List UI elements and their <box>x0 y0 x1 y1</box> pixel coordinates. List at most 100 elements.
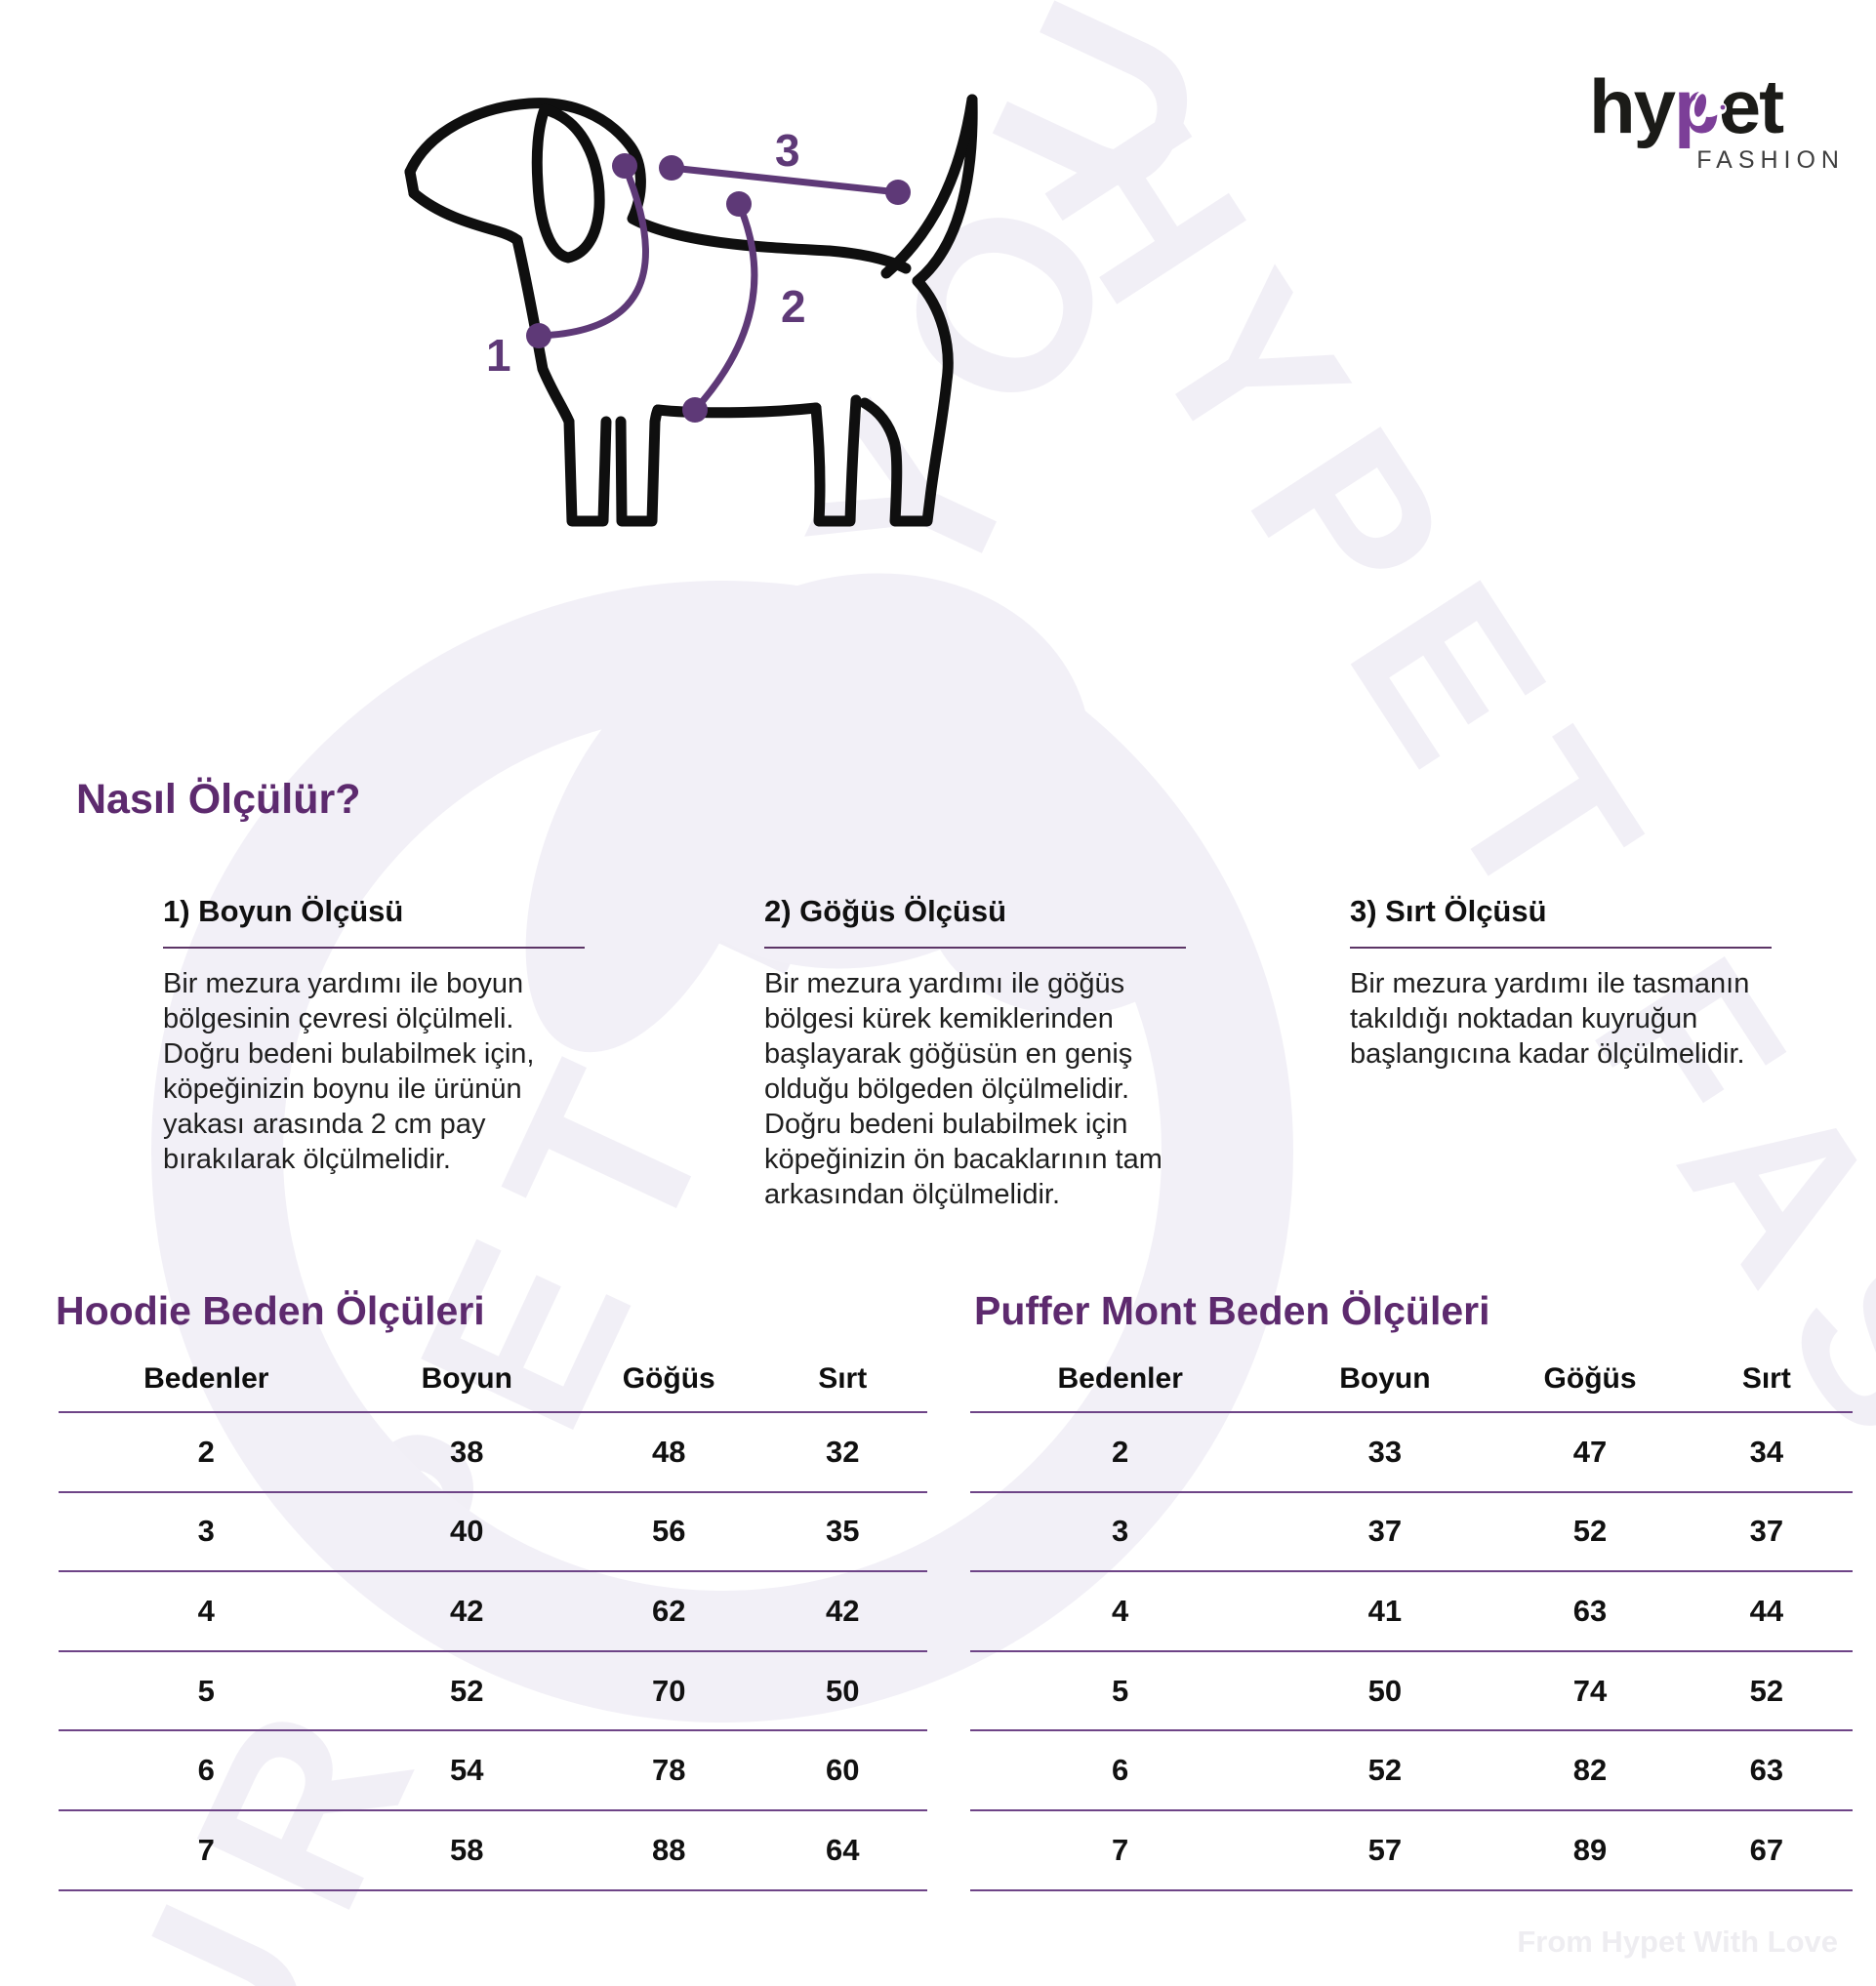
instruction-neck-body: Bir mezura yardımı ile boyun bölgesinin … <box>163 968 535 1175</box>
measurement-lines <box>535 162 902 414</box>
instruction-chest-title: 2) Göğüs Ölçüsü <box>764 894 1007 928</box>
table-row: 3 40 56 35 <box>59 1493 927 1573</box>
dog-measurement-diagram: 1 2 3 <box>404 94 978 527</box>
logo-dog-head-icon <box>1693 88 1727 117</box>
instruction-neck: 1) Boyun Ölçüsü Bir mezura yardımı ile b… <box>163 894 585 1177</box>
table-cell: 3 <box>197 1514 215 1549</box>
table-cell: 64 <box>825 1832 860 1867</box>
table-row: 2 38 48 32 <box>59 1413 927 1493</box>
table-cell: 63 <box>1749 1753 1784 1788</box>
table-row: 5 50 74 52 <box>970 1652 1853 1732</box>
dog-outline <box>404 94 978 527</box>
table-cell: 52 <box>450 1673 484 1708</box>
label-3: 3 <box>775 125 800 176</box>
table-cell: 2 <box>1112 1434 1129 1469</box>
table-cell: 40 <box>450 1514 484 1549</box>
footer-tagline: From Hypet With Love <box>1517 1925 1838 1959</box>
neck-measure-line <box>535 162 649 340</box>
divider <box>1350 947 1772 949</box>
instruction-back-body: Bir mezura yardımı ile tasmanın takıldığ… <box>1350 968 1750 1070</box>
logo-subtitle: FASHION <box>1696 146 1845 174</box>
watermark-dog-muzzle-shape <box>927 790 1210 1015</box>
divider <box>764 947 1186 949</box>
table-cell: 56 <box>651 1514 686 1549</box>
table-cell: 52 <box>1749 1673 1784 1708</box>
table-cell: 57 <box>1367 1832 1403 1867</box>
instruction-neck-title: 1) Boyun Ölçüsü <box>163 894 404 928</box>
logo-text-hy: hy <box>1589 63 1676 149</box>
table-header-gogus: Göğüs <box>1543 1362 1637 1395</box>
table-cell: 6 <box>1112 1753 1129 1788</box>
table-cell: 50 <box>825 1673 860 1708</box>
table-cell: 88 <box>651 1832 686 1867</box>
table-cell: 63 <box>1572 1593 1608 1628</box>
table-cell: 62 <box>651 1593 686 1628</box>
table-cell: 35 <box>825 1514 860 1549</box>
puffer-size-table: Bedenler Boyun Göğüs Sırt 2 33 47 34 3 37 52 37… <box>970 1347 1853 1891</box>
table-cell: 32 <box>825 1434 860 1469</box>
table-cell: 48 <box>651 1434 686 1469</box>
table-row: 2 33 47 34 <box>970 1413 1853 1493</box>
hypet-logo-wordmark: hypet <box>1589 68 1851 144</box>
label-2: 2 <box>781 281 806 332</box>
table-body: 2 33 47 34 3 37 52 37 4 41 63 44 5 50 74 52 6 52 82 63 7 57 89… <box>970 1413 1853 1891</box>
table-cell: 78 <box>651 1753 686 1788</box>
table-row: 6 52 82 63 <box>970 1731 1853 1811</box>
table-header-row: Bedenler Boyun Göğüs Sırt <box>970 1347 1853 1413</box>
puffer-table-title: Puffer Mont Beden Ölçüleri <box>974 1288 1490 1333</box>
table-cell: 67 <box>1749 1832 1784 1867</box>
table-header-bedenler: Bedenler <box>143 1362 269 1395</box>
table-row: 4 42 62 42 <box>59 1572 927 1652</box>
table-cell: 70 <box>651 1673 686 1708</box>
table-cell: 37 <box>1367 1514 1403 1549</box>
hoodie-table-title: Hoodie Beden Ölçüleri <box>56 1288 485 1333</box>
table-cell: 2 <box>197 1434 215 1469</box>
instruction-chest: 2) Göğüs Ölçüsü Bir mezura yardımı ile g… <box>764 894 1186 1212</box>
logo-text-et: et <box>1718 63 1784 149</box>
table-cell: 4 <box>1112 1593 1129 1628</box>
table-row: 7 57 89 67 <box>970 1811 1853 1891</box>
section-title: Nasıl Ölçülür? <box>76 776 361 823</box>
table-cell: 6 <box>197 1753 215 1788</box>
table-header-boyun: Boyun <box>421 1362 512 1395</box>
table-cell: 5 <box>197 1673 215 1708</box>
table-cell: 74 <box>1572 1673 1608 1708</box>
table-cell: 50 <box>1367 1673 1403 1708</box>
table-header-sirt: Sırt <box>1741 1362 1791 1395</box>
table-cell: 44 <box>1749 1593 1784 1628</box>
table-row: 3 37 52 37 <box>970 1493 1853 1573</box>
chest-measure-line <box>691 200 758 414</box>
table-cell: 34 <box>1749 1434 1784 1469</box>
instruction-back: 3) Sırt Ölçüsü Bir mezura yardımı ile ta… <box>1350 894 1772 1072</box>
table-cell: 7 <box>197 1832 215 1867</box>
table-cell: 3 <box>1112 1514 1129 1549</box>
table-body: 2 38 48 32 3 40 56 35 4 42 62 42 5 52 70 50 6 54 78 60 7 58 88… <box>59 1413 927 1891</box>
table-header-sirt: Sırt <box>818 1362 868 1395</box>
table-cell: 7 <box>1112 1832 1129 1867</box>
back-measure-line <box>668 164 902 196</box>
table-header-bedenler: Bedenler <box>1057 1362 1183 1395</box>
table-cell: 60 <box>825 1753 860 1788</box>
instruction-back-title: 3) Sırt Ölçüsü <box>1350 894 1547 928</box>
table-cell: 52 <box>1367 1753 1403 1788</box>
table-row: 6 54 78 60 <box>59 1731 927 1811</box>
table-cell: 42 <box>450 1593 484 1628</box>
table-cell: 42 <box>825 1593 860 1628</box>
table-cell: 58 <box>450 1832 484 1867</box>
table-row: 7 58 88 64 <box>59 1811 927 1891</box>
divider <box>163 947 585 949</box>
instruction-chest-body: Bir mezura yardımı ile göğüs bölgesi kür… <box>764 968 1162 1210</box>
table-cell: 52 <box>1572 1514 1608 1549</box>
table-cell: 37 <box>1749 1514 1784 1549</box>
hoodie-size-table: Bedenler Boyun Göğüs Sırt 2 38 48 32 3 40 56 35… <box>59 1347 927 1891</box>
table-cell: 47 <box>1572 1434 1608 1469</box>
table-cell: 5 <box>1112 1673 1129 1708</box>
table-header-row: Bedenler Boyun Göğüs Sırt <box>59 1347 927 1413</box>
table-cell: 82 <box>1572 1753 1608 1788</box>
table-cell: 54 <box>450 1753 484 1788</box>
table-cell: 41 <box>1367 1593 1403 1628</box>
table-row: 5 52 70 50 <box>59 1652 927 1732</box>
table-header-gogus: Göğüs <box>622 1362 715 1395</box>
table-cell: 4 <box>197 1593 215 1628</box>
